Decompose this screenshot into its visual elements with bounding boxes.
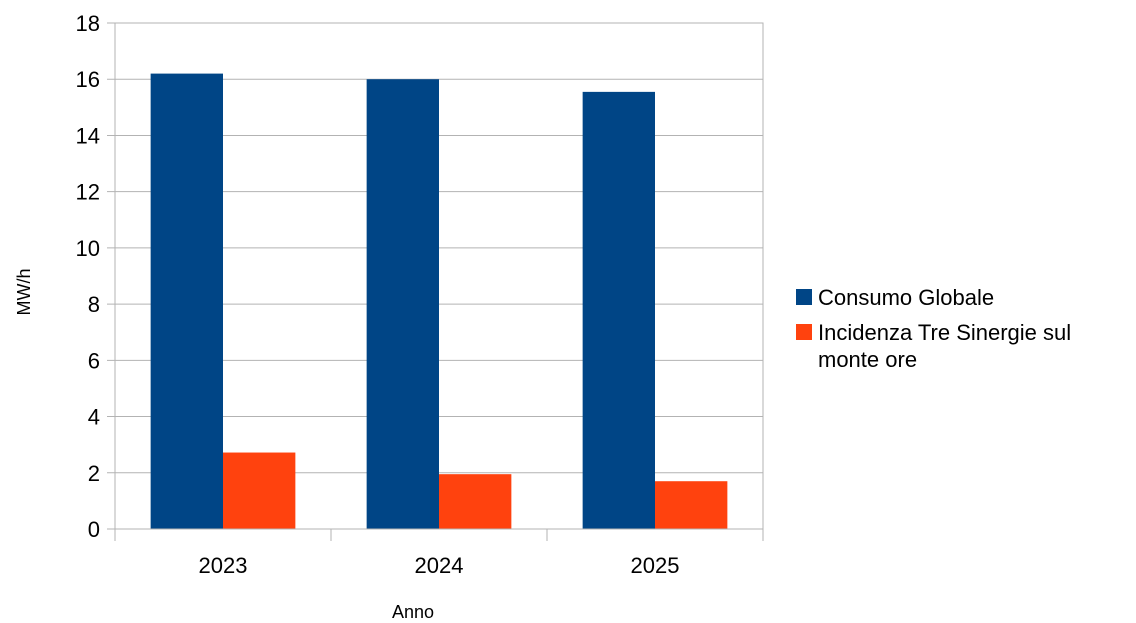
bar-incidenza-tre-sinergie-2024 xyxy=(439,474,512,529)
x-axis-title: Anno xyxy=(392,602,434,622)
x-tick-label: 2024 xyxy=(415,553,464,578)
bars-group xyxy=(150,73,728,529)
x-tick-label: 2023 xyxy=(199,553,248,578)
y-tick-label: 16 xyxy=(76,67,100,92)
legend-swatch xyxy=(796,289,812,305)
x-tick-labels: 2023 2024 2025 xyxy=(199,553,680,578)
legend: Consumo Globale Incidenza Tre Sinergie su… xyxy=(796,285,1071,372)
axes xyxy=(114,22,764,541)
legend-label: monte ore xyxy=(818,347,917,372)
y-tick-label: 10 xyxy=(76,236,100,261)
plot-area-border xyxy=(114,22,764,530)
y-tick-labels: 0 2 4 6 8 10 12 14 16 18 xyxy=(76,11,100,542)
y-tick-label: 14 xyxy=(76,123,100,148)
legend-label: Consumo Globale xyxy=(818,285,994,310)
y-tick-label: 8 xyxy=(88,292,100,317)
y-tick-label: 0 xyxy=(88,517,100,542)
bar-incidenza-tre-sinergie-2023 xyxy=(223,452,296,529)
x-tick-label: 2025 xyxy=(631,553,680,578)
y-tick-label: 18 xyxy=(76,11,100,36)
legend-label: Incidenza Tre Sinergie sul xyxy=(818,320,1071,345)
y-axis-title: MW/h xyxy=(14,269,34,316)
y-tick-label: 2 xyxy=(88,461,100,486)
bar-consumo-globale-2023 xyxy=(150,73,223,529)
legend-swatch xyxy=(796,324,812,340)
bar-incidenza-tre-sinergie-2025 xyxy=(655,481,728,529)
bar-consumo-globale-2024 xyxy=(366,79,439,529)
y-tick-label: 4 xyxy=(88,405,100,430)
y-tick-label: 6 xyxy=(88,348,100,373)
bar-consumo-globale-2025 xyxy=(582,91,655,529)
y-tick-label: 12 xyxy=(76,180,100,205)
